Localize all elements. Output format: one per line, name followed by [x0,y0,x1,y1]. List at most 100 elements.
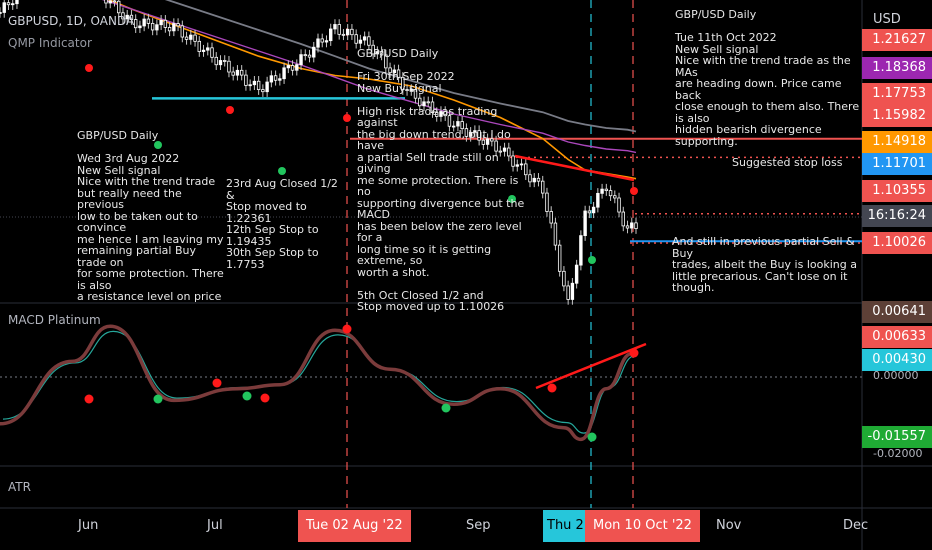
candle-body [362,36,367,41]
candle-body [562,270,566,287]
candle-body [223,60,227,62]
candle-body [295,64,299,71]
macd-sell-dot [342,324,352,334]
candle-body [401,76,405,90]
candle-body [172,23,176,32]
candle-body [447,115,452,127]
candle-body [324,40,329,43]
macd-tag: 0.00633 [862,326,932,348]
candle-body [630,222,634,229]
candle-body [451,125,456,128]
candle-body [282,67,286,80]
indicator-atr-label[interactable]: ATR [8,480,31,494]
candle-body [150,22,155,31]
buy-signal-dot [154,141,162,149]
candle-body [579,235,583,266]
candle-body [312,46,316,58]
macd-buy-dot [153,394,163,404]
candle-body [502,147,507,152]
candle-body [273,75,278,81]
candle-body [248,84,252,87]
annotation-oct11: GBP/USD Daily Tue 11th Oct 2022 New Sell… [675,8,860,148]
candle-body [608,190,613,197]
candle-body [316,38,320,48]
x-badge-aug2: Tue 02 Aug '22 [298,510,411,542]
candle-body [231,71,235,76]
candle-body [261,89,265,93]
candle-body [6,2,11,6]
buy-signal-dot [508,195,516,203]
sell-signal-dot [630,187,638,195]
candle-body [541,180,545,194]
candle-body [468,131,473,137]
annotation-sep30: GBP/USD Daily Fri 30th Sep 2022 New Buy … [357,47,525,313]
candle-body [481,139,486,145]
candle-body [354,34,358,44]
candle-body [494,140,498,152]
candle-body [583,210,587,237]
candle-body [371,44,375,55]
candle-body [307,54,312,58]
macd-axis-zero: 0.00000 [873,369,919,382]
indicator-qmp-label[interactable]: QMP Indicator [8,36,92,50]
price-tag: 1.21627 [862,29,932,51]
candle-body [443,111,447,117]
price-tag: 1.18368 [862,57,932,79]
price-tag: 1.14918 [862,131,932,153]
macd-tag: 0.00641 [862,301,932,323]
candle-body [104,0,108,4]
candle-body [214,56,218,66]
x-label-dec: Dec [843,518,869,533]
ma-grey-line [164,0,637,133]
candle-body [345,28,350,36]
candle-body [244,74,248,86]
candle-body [197,40,201,52]
macd-buy-dot [441,403,451,413]
candle-body [553,222,558,246]
candle-body [532,177,536,183]
x-label-sep: Sep [466,518,491,533]
candle-body [600,188,604,194]
candle-body [193,34,197,42]
candle-body [549,211,553,224]
candle-body [269,75,274,83]
x-label-nov: Nov [716,518,742,533]
ma-purple-line [101,0,637,154]
candle-body [112,0,117,3]
candle-body [625,225,630,229]
candle-body [604,188,609,191]
sell-signal-dot [343,114,351,122]
candle-body [477,130,481,141]
candle-body [392,69,397,74]
candle-body [167,27,172,32]
candle-body [375,51,380,55]
indicator-macd-label[interactable]: MACD Platinum [8,313,101,327]
candle-body [15,0,19,5]
candle-body [557,244,562,272]
candle-body [0,12,2,14]
candle-body [409,89,413,91]
candle-body [159,19,163,26]
x-badge-oct10: Mon 10 Oct '22 [585,510,700,542]
candle-body [422,101,426,107]
sell-signal-dot [85,64,93,72]
candle-body [227,60,231,73]
candle-body [235,69,240,76]
candle-body [536,177,541,182]
price-tag: 1.15982 [862,105,932,127]
sell-signal-dot [226,106,234,114]
candle-body [189,34,193,40]
candle-body [587,210,592,214]
candle-body [337,24,341,35]
candle-body [464,128,469,137]
price-trend-line [514,154,635,182]
candle-body [133,19,138,29]
candle-body [117,0,121,14]
candle-body [350,28,354,36]
macd-line [0,324,633,442]
price-tag: 1.10355 [862,180,932,202]
candle-body [439,111,443,117]
candle-body [163,19,168,28]
candle-body [329,28,333,42]
